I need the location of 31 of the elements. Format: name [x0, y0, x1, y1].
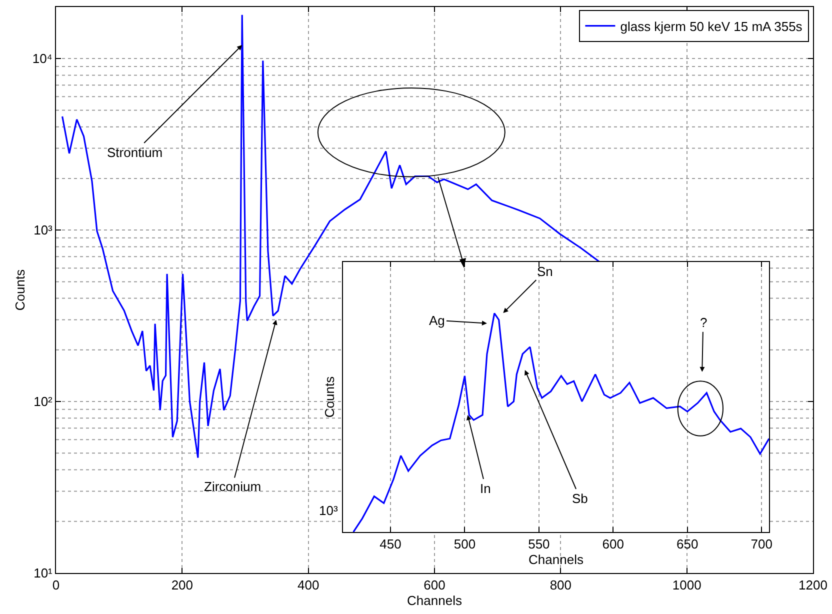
annotation: Ag [429, 313, 445, 328]
annotation: ? [700, 315, 708, 330]
x-axis-title: Channels [528, 552, 584, 568]
x-axis-title: Channels [407, 593, 462, 608]
annotation: 10³ [319, 503, 338, 518]
annotation: In [480, 481, 491, 496]
x-tick-label: 600 [424, 578, 446, 593]
y-axis-title: Counts [322, 376, 337, 418]
legend-label: glass kjerm 50 keV 15 mA 355s [620, 18, 803, 34]
annotation: Sb [572, 491, 588, 506]
annotation: Sn [537, 264, 553, 279]
x-tick-label: 650 [676, 536, 698, 552]
x-tick-label: 1200 [798, 578, 828, 593]
y-tick-label: 10⁴ [32, 51, 52, 66]
x-tick-label: 800 [550, 578, 572, 593]
annotation: Strontium [107, 145, 163, 160]
x-tick-label: 200 [171, 578, 194, 593]
y-tick-label: 10³ [34, 222, 54, 238]
y-tick-label: 10¹ [34, 566, 54, 581]
x-tick-label: 700 [750, 536, 772, 552]
y-tick-label: 10² [34, 394, 54, 410]
x-tick-label: 1000 [672, 578, 702, 593]
x-tick-label: 600 [602, 536, 624, 552]
x-tick-label: 400 [297, 578, 320, 593]
x-tick-label: 450 [380, 536, 402, 552]
line-series [62, 14, 602, 459]
x-tick-label: 500 [454, 536, 476, 552]
x-tick-label: 0 [52, 578, 60, 593]
annotation: Zirconium [204, 479, 262, 494]
x-tick-label: 550 [528, 536, 550, 552]
y-axis-title: Counts [12, 268, 28, 311]
